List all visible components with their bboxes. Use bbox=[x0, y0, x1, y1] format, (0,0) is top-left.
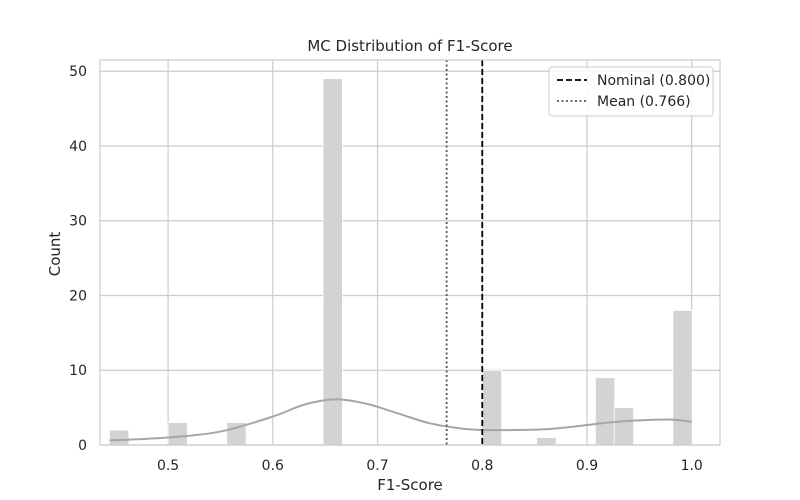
histogram-bar-0 bbox=[109, 429, 130, 446]
bars-layer bbox=[109, 78, 693, 446]
x-tick-label-1: 0.6 bbox=[262, 458, 284, 474]
x-tick-label-3: 0.8 bbox=[471, 458, 493, 474]
reference-lines-layer bbox=[445, 60, 484, 445]
histogram-bar-4 bbox=[481, 369, 503, 446]
y-tick-label-4: 40 bbox=[69, 139, 87, 155]
y-tick-label-0: 0 bbox=[78, 438, 87, 454]
x-tick-label-5: 1.0 bbox=[681, 458, 703, 474]
x-axis-title: F1-Score bbox=[377, 476, 443, 494]
y-axis-title: Count bbox=[46, 232, 64, 277]
y-tick-label-5: 50 bbox=[69, 64, 87, 80]
histogram-bar-5 bbox=[536, 437, 557, 446]
x-tick-labels: 0.5 0.6 0.7 0.8 0.9 1.0 bbox=[157, 458, 703, 474]
legend: Nominal (0.800) Mean (0.766) bbox=[548, 66, 714, 117]
chart-title: MC Distribution of F1-Score bbox=[307, 37, 512, 55]
x-tick-label-4: 0.9 bbox=[576, 458, 598, 474]
grid-layer bbox=[100, 60, 720, 446]
x-tick-label-2: 0.7 bbox=[366, 458, 388, 474]
histogram-bar-8 bbox=[672, 310, 693, 446]
x-tick-label-0: 0.5 bbox=[157, 458, 179, 474]
legend-box bbox=[548, 66, 714, 117]
y-tick-label-2: 20 bbox=[69, 288, 87, 304]
legend-label-nominal: Nominal (0.800) bbox=[597, 73, 710, 89]
y-tick-labels: 0 10 20 30 40 50 bbox=[69, 64, 87, 454]
histogram-bar-1 bbox=[167, 422, 188, 446]
histogram-bar-3 bbox=[322, 78, 343, 446]
histogram-bar-7 bbox=[613, 407, 634, 446]
histogram-bar-6 bbox=[594, 377, 616, 446]
y-tick-label-1: 10 bbox=[69, 363, 87, 379]
legend-label-mean: Mean (0.766) bbox=[597, 94, 691, 110]
y-tick-label-3: 30 bbox=[69, 214, 87, 230]
plot-frame bbox=[99, 59, 721, 446]
